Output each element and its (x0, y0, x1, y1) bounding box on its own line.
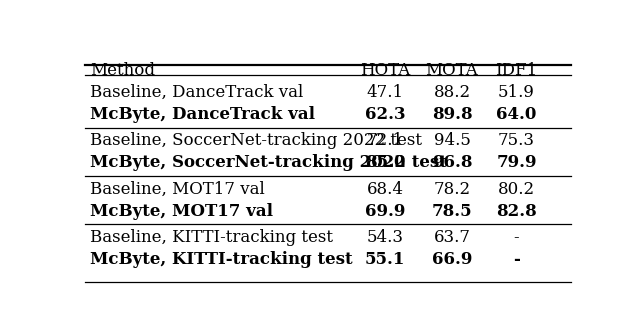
Text: 51.9: 51.9 (498, 84, 535, 101)
Text: 96.8: 96.8 (432, 154, 472, 171)
Text: Baseline, DanceTrack val: Baseline, DanceTrack val (90, 84, 303, 101)
Text: 78.2: 78.2 (433, 181, 470, 198)
Text: MOTA: MOTA (426, 62, 478, 79)
Text: 75.3: 75.3 (498, 133, 535, 149)
Text: McByte, SoccerNet-tracking 2022 test: McByte, SoccerNet-tracking 2022 test (90, 154, 447, 171)
Text: 63.7: 63.7 (433, 229, 470, 246)
Text: 82.8: 82.8 (496, 203, 537, 220)
Text: -: - (514, 229, 519, 246)
Text: 55.1: 55.1 (365, 251, 405, 268)
Text: 62.3: 62.3 (365, 106, 405, 123)
Text: 78.5: 78.5 (432, 203, 472, 220)
Text: 69.9: 69.9 (365, 203, 405, 220)
Text: 89.8: 89.8 (432, 106, 472, 123)
Text: Baseline, MOT17 val: Baseline, MOT17 val (90, 181, 265, 198)
Text: 64.0: 64.0 (496, 106, 537, 123)
Text: 47.1: 47.1 (367, 84, 404, 101)
Text: 54.3: 54.3 (367, 229, 404, 246)
Text: 68.4: 68.4 (367, 181, 404, 198)
Text: 72.1: 72.1 (367, 133, 404, 149)
Text: HOTA: HOTA (360, 62, 410, 79)
Text: -: - (513, 251, 520, 268)
Text: 80.2: 80.2 (498, 181, 535, 198)
Text: Baseline, KITTI-tracking test: Baseline, KITTI-tracking test (90, 229, 333, 246)
Text: McByte, MOT17 val: McByte, MOT17 val (90, 203, 273, 220)
Text: Method: Method (90, 62, 155, 79)
Text: McByte, KITTI-tracking test: McByte, KITTI-tracking test (90, 251, 353, 268)
Text: 88.2: 88.2 (433, 84, 470, 101)
Text: 66.9: 66.9 (432, 251, 472, 268)
Text: 85.0: 85.0 (365, 154, 405, 171)
Text: McByte, DanceTrack val: McByte, DanceTrack val (90, 106, 315, 123)
Text: 79.9: 79.9 (496, 154, 537, 171)
Text: IDF1: IDF1 (495, 62, 538, 79)
Text: Baseline, SoccerNet-tracking 2022 test: Baseline, SoccerNet-tracking 2022 test (90, 133, 422, 149)
Text: 94.5: 94.5 (433, 133, 470, 149)
